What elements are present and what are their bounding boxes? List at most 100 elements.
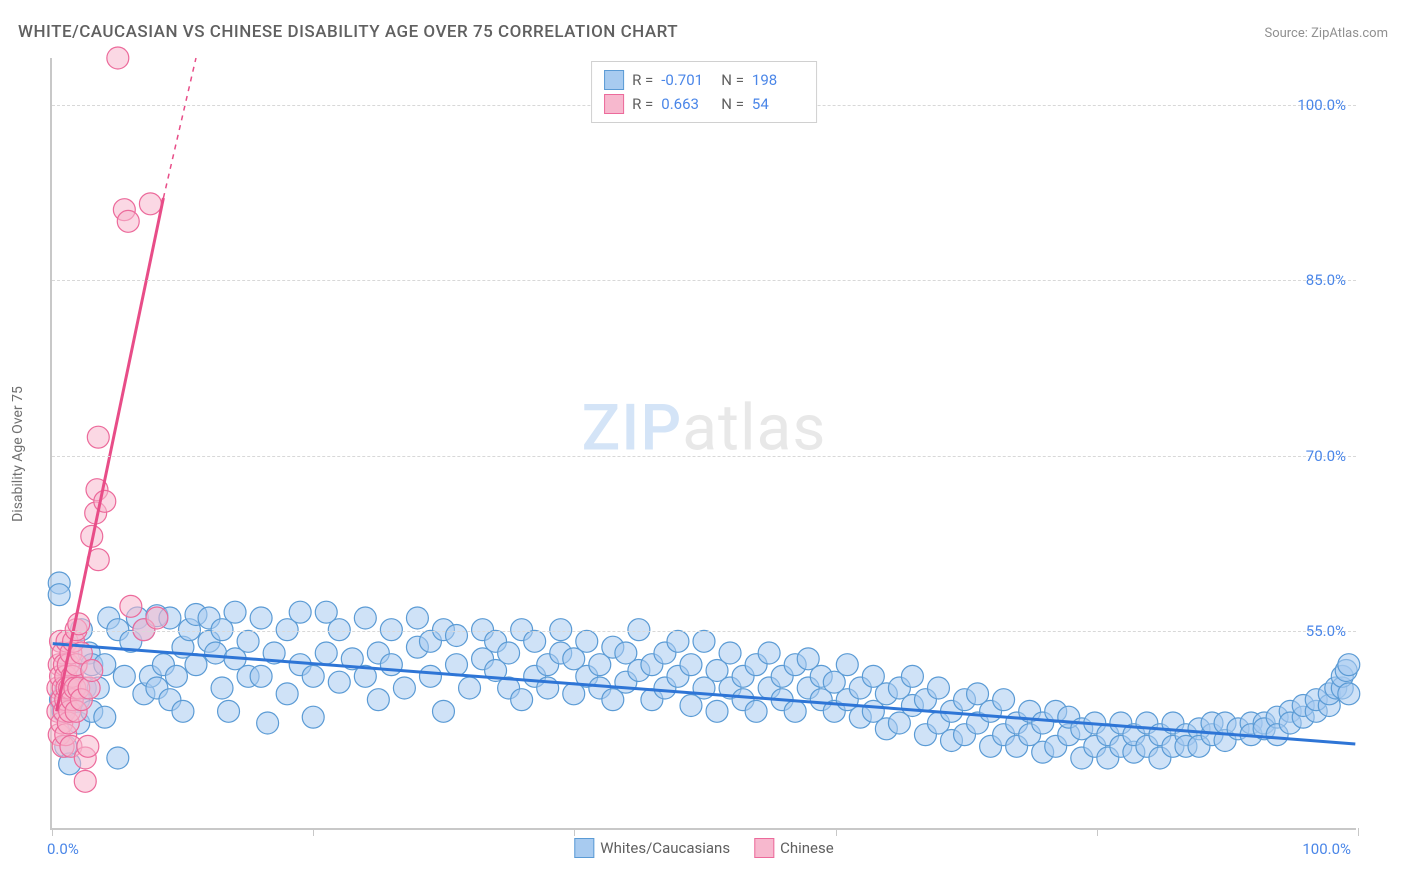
scatter-point [302,706,324,728]
scatter-point [354,607,376,629]
scatter-point [302,665,324,687]
scatter-point [172,700,194,722]
legend-correlation: R = -0.701 N = 198 R = 0.663 N = 54 [591,61,817,123]
x-axis-label-max: 100.0% [1302,840,1351,858]
legend-correlation-row: R = -0.701 N = 198 [604,68,804,92]
legend-r-label: R = [632,71,653,89]
legend-n-label: N = [721,95,744,113]
legend-series: Whites/Caucasians Chinese [574,838,833,858]
legend-series-item: Chinese [754,838,834,858]
legend-r-label: R = [632,95,653,113]
scatter-point [927,677,949,699]
scatter-point [113,665,135,687]
scatter-point [117,210,139,232]
x-tick [313,828,314,836]
legend-correlation-row: R = 0.663 N = 54 [604,92,804,116]
scatter-point [706,700,728,722]
y-tick-label: 85.0% [1306,271,1346,289]
chart-title: WHITE/CAUCASIAN VS CHINESE DISABILITY AG… [18,22,678,42]
scatter-point [211,677,233,699]
legend-n-label: N = [721,71,744,89]
scatter-point [745,700,767,722]
scatter-point [205,642,227,664]
scatter-point [393,677,415,699]
scatter-point [628,619,650,641]
x-tick [574,828,575,836]
chart-header: WHITE/CAUCASIAN VS CHINESE DISABILITY AG… [18,22,1388,42]
scatter-point [367,689,389,711]
scatter-point [315,642,337,664]
scatter-point [237,630,259,652]
scatter-point [146,607,168,629]
scatter-point [446,654,468,676]
scatter-point [218,700,240,722]
gridline [52,456,1356,457]
gridline [52,280,1356,281]
scatter-point [693,630,715,652]
scatter-point [459,677,481,699]
scatter-point [1338,654,1360,676]
scatter-point [74,770,96,792]
scatter-point [107,747,129,769]
scatter-point [380,654,402,676]
scatter-point [94,706,116,728]
x-tick [1358,828,1359,836]
scatter-point [758,642,780,664]
scatter-point [419,665,441,687]
scatter-point [667,630,689,652]
legend-r-value: -0.701 [661,71,713,89]
legend-swatch [604,94,624,114]
scatter-point [165,665,187,687]
scatter-point [446,625,468,647]
scatter-point [511,689,533,711]
x-tick [52,828,53,836]
legend-n-value: 198 [752,71,804,89]
scatter-point [680,654,702,676]
y-tick-label: 70.0% [1306,447,1346,465]
x-axis-label-min: 0.0% [47,840,79,858]
scatter-point [139,193,161,215]
legend-swatch [754,838,774,858]
scatter-point [120,595,142,617]
scatter-point [276,683,298,705]
scatter-point [250,665,272,687]
legend-series-item: Whites/Caucasians [574,838,730,858]
scatter-point [576,630,598,652]
scatter-point [328,671,350,693]
scatter-point [719,642,741,664]
scatter-point [94,490,116,512]
scatter-point [77,735,99,757]
scatter-point [328,619,350,641]
scatter-point [257,712,279,734]
scatter-point [107,47,129,69]
legend-swatch [574,838,594,858]
trendline [53,644,1356,744]
scatter-point [784,700,806,722]
scatter-point [250,607,272,629]
scatter-point [289,601,311,623]
scatter-point [406,607,428,629]
y-tick-label: 55.0% [1306,622,1346,640]
scatter-point [81,660,103,682]
scatter-point [87,426,109,448]
scatter-point [498,642,520,664]
legend-swatch [604,70,624,90]
legend-n-value: 54 [752,95,804,113]
y-axis-label: Disability Age Over 75 [10,386,26,522]
x-tick [836,828,837,836]
gridline [52,631,1356,632]
scatter-point [185,654,207,676]
scatter-point [836,654,858,676]
scatter-point [48,584,70,606]
legend-r-value: 0.663 [661,95,713,113]
chart-plot-area: ZIPatlas R =-0.701N =198R =0.663N =54 0.… [50,58,1356,830]
scatter-point [550,619,572,641]
chart-source: Source: ZipAtlas.com [1264,26,1388,41]
legend-series-label: Chinese [780,839,834,857]
x-tick [1097,828,1098,836]
legend-series-label: Whites/Caucasians [600,839,730,857]
scatter-point [1338,683,1360,705]
trendline-extension [163,58,196,198]
scatter-point [901,665,923,687]
scatter-point [993,689,1015,711]
